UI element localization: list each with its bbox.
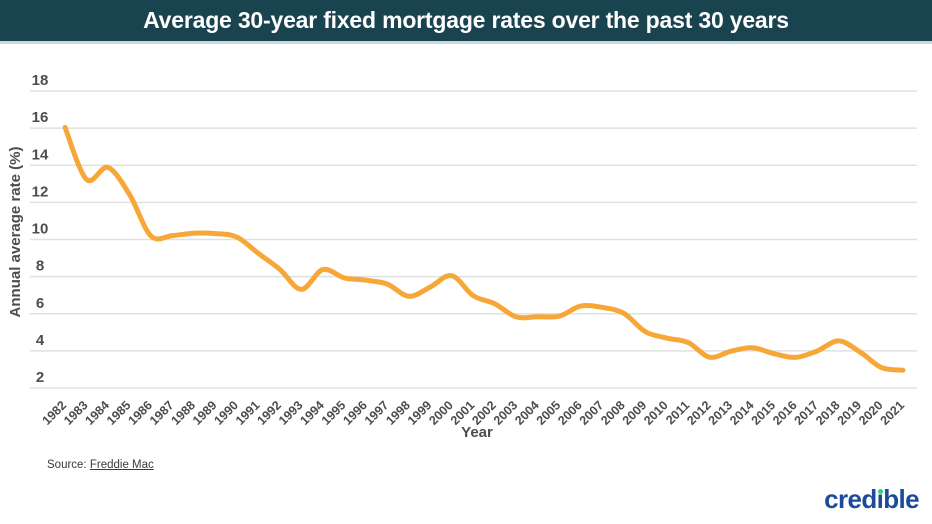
y-tick-label: 18 xyxy=(32,72,49,89)
y-axis-title: Annual average rate (%) xyxy=(7,147,24,318)
y-tick-label: 14 xyxy=(32,146,49,163)
source-prefix: Source: xyxy=(47,459,87,471)
y-tick-label: 2 xyxy=(36,369,44,386)
y-tick-label: 6 xyxy=(36,295,44,312)
source-note: Source: Freddie Mac xyxy=(47,459,154,471)
y-tick-label: 8 xyxy=(36,258,44,275)
credible-logo: credıble xyxy=(824,484,920,514)
logo-letter-i: ı xyxy=(876,484,884,514)
title-banner: Average 30-year fixed mortgage rates ove… xyxy=(0,0,932,44)
x-tick-label: 2021 xyxy=(878,398,908,428)
logo-text-start: cred xyxy=(824,484,877,514)
chart-title: Average 30-year fixed mortgage rates ove… xyxy=(143,7,789,33)
source-link[interactable]: Freddie Mac xyxy=(89,459,154,471)
rate-line xyxy=(62,124,906,373)
logo-text-end: ble xyxy=(883,484,919,514)
y-tick-label: 16 xyxy=(32,109,49,126)
x-axis-title: Year xyxy=(461,424,493,441)
y-tick-label: 10 xyxy=(32,221,49,238)
y-tick-label: 4 xyxy=(36,332,45,349)
y-tick-label: 12 xyxy=(32,183,49,200)
mortgage-rate-chart: 2468101214161819821983198419851986198719… xyxy=(7,72,917,441)
